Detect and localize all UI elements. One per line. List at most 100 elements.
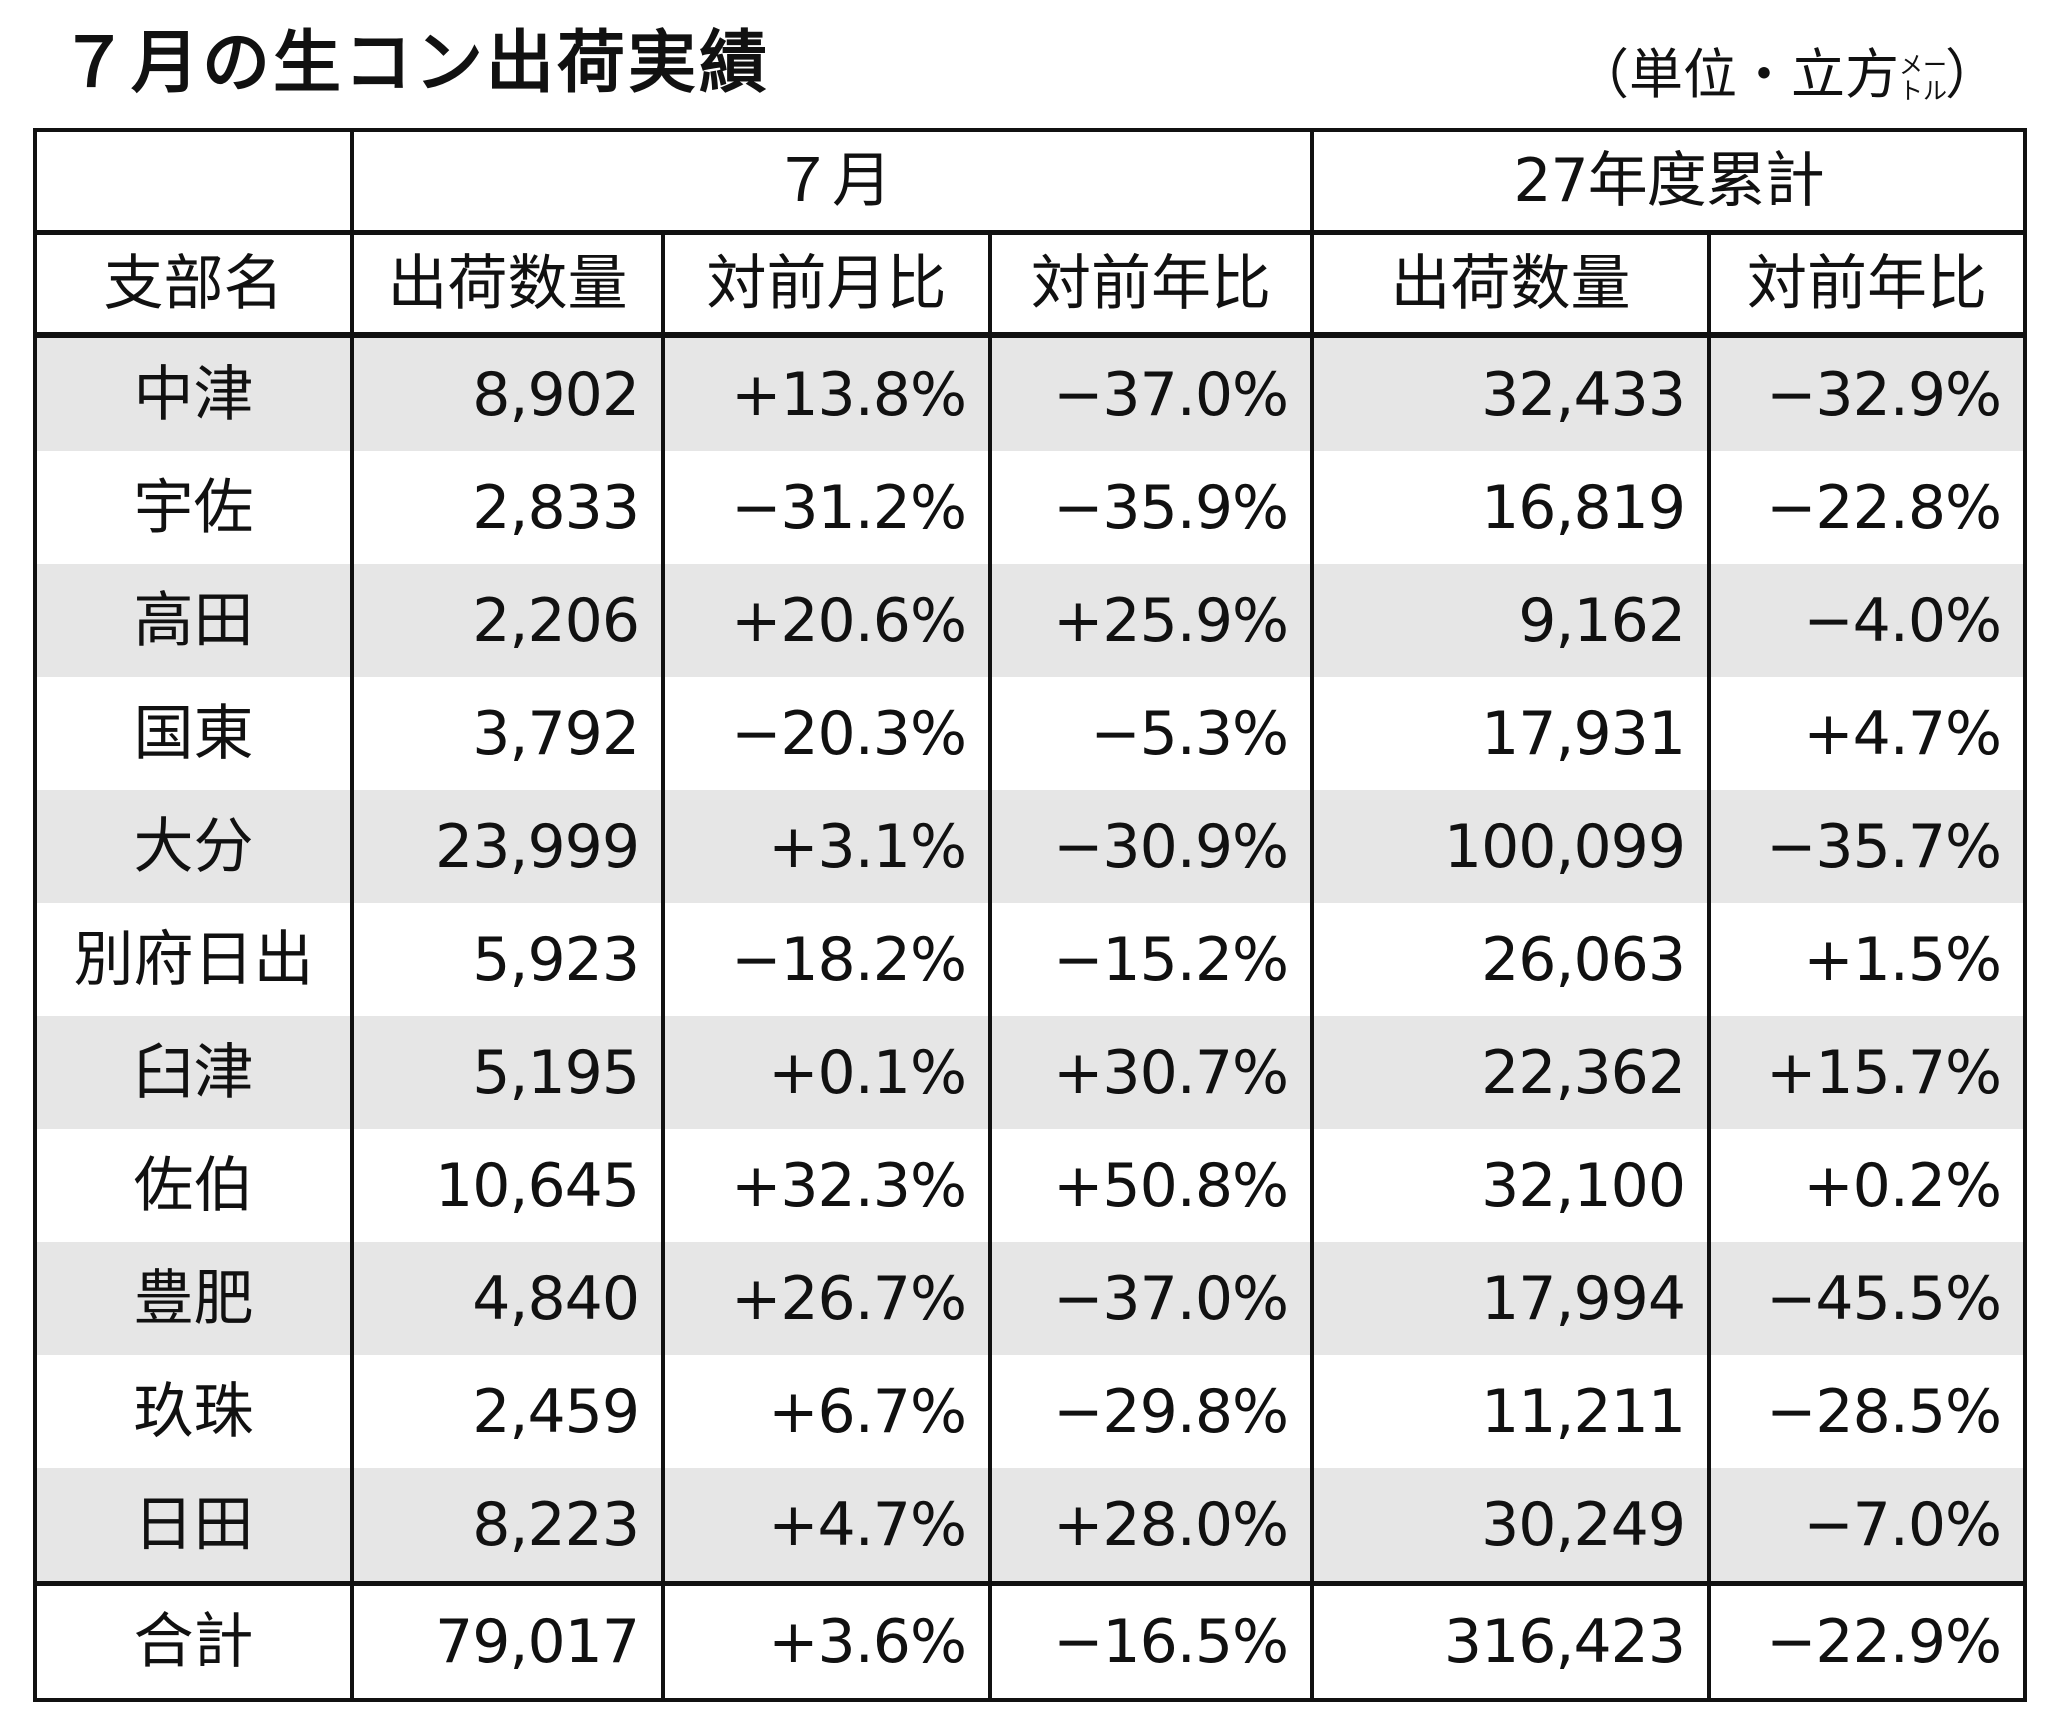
table-row: 中津 8,902 +13.8% −37.0% 32,433 −32.9%: [33, 335, 2028, 451]
branch-name: 臼津: [33, 1016, 354, 1129]
qty-cell: 5,923: [350, 903, 665, 1016]
cum-yoy-cell: −45.5%: [1707, 1242, 2028, 1355]
cum-qty-cell: 32,433: [1310, 335, 1712, 451]
header-mom: 対前月比: [661, 230, 992, 338]
cum-qty-cell: 32,100: [1310, 1129, 1712, 1242]
mom-cell: +4.7%: [661, 1468, 992, 1584]
cum-yoy-cell: −22.9%: [1707, 1581, 2028, 1702]
yoy-cell: +25.9%: [987, 564, 1315, 677]
cum-yoy-cell: −35.7%: [1707, 790, 2028, 903]
qty-cell: 2,833: [350, 451, 665, 564]
qty-cell: 4,840: [350, 1242, 665, 1355]
branch-name: 別府日出: [33, 903, 354, 1016]
mom-cell: −18.2%: [661, 903, 992, 1016]
table-row: 臼津 5,195 +0.1% +30.7% 22,362 +15.7%: [33, 1016, 2028, 1129]
table-row: 佐伯 10,645 +32.3% +50.8% 32,100 +0.2%: [33, 1129, 2028, 1242]
cum-qty-cell: 17,994: [1310, 1242, 1712, 1355]
cum-yoy-cell: +4.7%: [1707, 677, 2028, 790]
table-row: 高田 2,206 +20.6% +25.9% 9,162 −4.0%: [33, 564, 2028, 677]
mom-cell: +3.1%: [661, 790, 992, 903]
cum-yoy-cell: −32.9%: [1707, 335, 2028, 451]
qty-cell: 5,195: [350, 1016, 665, 1129]
table-row: 日田 8,223 +4.7% +28.0% 30,249 −7.0%: [33, 1468, 2028, 1584]
qty-cell: 2,459: [350, 1355, 665, 1468]
yoy-cell: −30.9%: [987, 790, 1315, 903]
mom-cell: +13.8%: [661, 335, 992, 451]
cum-qty-cell: 16,819: [1310, 451, 1712, 564]
header-cum-yoy: 対前年比: [1707, 230, 2028, 338]
cum-qty-cell: 316,423: [1310, 1581, 1712, 1702]
cum-yoy-cell: −7.0%: [1707, 1468, 2028, 1584]
table-row: 豊肥 4,840 +26.7% −37.0% 17,994 −45.5%: [33, 1242, 2028, 1355]
cum-yoy-cell: −4.0%: [1707, 564, 2028, 677]
header-group-month: ７月: [349, 128, 1315, 235]
yoy-cell: +30.7%: [987, 1016, 1315, 1129]
table-row: 国東 3,792 −20.3% −5.3% 17,931 +4.7%: [33, 677, 2028, 790]
header-blank: [33, 128, 354, 235]
cum-yoy-cell: −28.5%: [1707, 1355, 2028, 1468]
shipment-table: ７月 27年度累計 支部名 出荷数量 対前月比 対前年比 出荷数量 対前年比 中…: [33, 128, 2028, 1702]
cum-qty-cell: 9,162: [1310, 564, 1712, 677]
cum-yoy-cell: +15.7%: [1707, 1016, 2028, 1129]
unit-note: （単位・立方メー トル）: [1575, 48, 1999, 106]
table-row: 宇佐 2,833 −31.2% −35.9% 16,819 −22.8%: [33, 451, 2028, 564]
column-header-row: 支部名 出荷数量 対前月比 対前年比 出荷数量 対前年比: [33, 230, 2028, 338]
yoy-cell: −5.3%: [987, 677, 1315, 790]
branch-name: 中津: [33, 335, 354, 451]
branch-name: 佐伯: [33, 1129, 354, 1242]
qty-cell: 2,206: [350, 564, 665, 677]
qty-cell: 79,017: [350, 1581, 665, 1702]
branch-name: 大分: [33, 790, 354, 903]
cum-qty-cell: 11,211: [1310, 1355, 1712, 1468]
header-yoy: 対前年比: [987, 230, 1315, 338]
cum-yoy-cell: +0.2%: [1707, 1129, 2028, 1242]
yoy-cell: +50.8%: [987, 1129, 1315, 1242]
yoy-cell: −37.0%: [987, 1242, 1315, 1355]
mom-cell: +32.3%: [661, 1129, 992, 1242]
unit-small-top: メー: [1899, 51, 1947, 80]
table-row: 玖珠 2,459 +6.7% −29.8% 11,211 −28.5%: [33, 1355, 2028, 1468]
qty-cell: 3,792: [350, 677, 665, 790]
yoy-cell: −29.8%: [987, 1355, 1315, 1468]
header-branch: 支部名: [33, 230, 354, 338]
qty-cell: 8,902: [350, 335, 665, 451]
cum-yoy-cell: +1.5%: [1707, 903, 2028, 1016]
branch-name: 日田: [33, 1468, 354, 1584]
branch-name: 高田: [33, 564, 354, 677]
mom-cell: +6.7%: [661, 1355, 992, 1468]
qty-cell: 10,645: [350, 1129, 665, 1242]
mom-cell: +3.6%: [661, 1581, 992, 1702]
total-row: 合計 79,017 +3.6% −16.5% 316,423 −22.9%: [33, 1581, 2028, 1702]
cum-qty-cell: 100,099: [1310, 790, 1712, 903]
header-group-cumulative: 27年度累計: [1310, 128, 2028, 235]
yoy-cell: −15.2%: [987, 903, 1315, 1016]
unit-suffix: ）: [1945, 43, 1999, 106]
qty-cell: 23,999: [350, 790, 665, 903]
mom-cell: +0.1%: [661, 1016, 992, 1129]
branch-name: 豊肥: [33, 1242, 354, 1355]
table-row: 大分 23,999 +3.1% −30.9% 100,099 −35.7%: [33, 790, 2028, 903]
yoy-cell: −35.9%: [987, 451, 1315, 564]
cum-yoy-cell: −22.8%: [1707, 451, 2028, 564]
branch-name: 宇佐: [33, 451, 354, 564]
cum-qty-cell: 26,063: [1310, 903, 1712, 1016]
yoy-cell: +28.0%: [987, 1468, 1315, 1584]
table-row: 別府日出 5,923 −18.2% −15.2% 26,063 +1.5%: [33, 903, 2028, 1016]
branch-name: 合計: [33, 1581, 354, 1702]
mom-cell: +26.7%: [661, 1242, 992, 1355]
unit-small-bottom: トル: [1899, 77, 1947, 106]
cum-qty-cell: 17,931: [1310, 677, 1712, 790]
header-cum-qty: 出荷数量: [1310, 230, 1712, 338]
yoy-cell: −37.0%: [987, 335, 1315, 451]
unit-prefix: （単位・立方: [1575, 43, 1899, 106]
page-title: ７月の生コン出荷実績: [60, 24, 771, 103]
mom-cell: +20.6%: [661, 564, 992, 677]
cum-qty-cell: 22,362: [1310, 1016, 1712, 1129]
branch-name: 玖珠: [33, 1355, 354, 1468]
unit-small: メー トル: [1899, 51, 1947, 106]
group-header-row: ７月 27年度累計: [33, 128, 2028, 235]
qty-cell: 8,223: [350, 1468, 665, 1584]
branch-name: 国東: [33, 677, 354, 790]
header-qty: 出荷数量: [350, 230, 665, 338]
mom-cell: −31.2%: [661, 451, 992, 564]
